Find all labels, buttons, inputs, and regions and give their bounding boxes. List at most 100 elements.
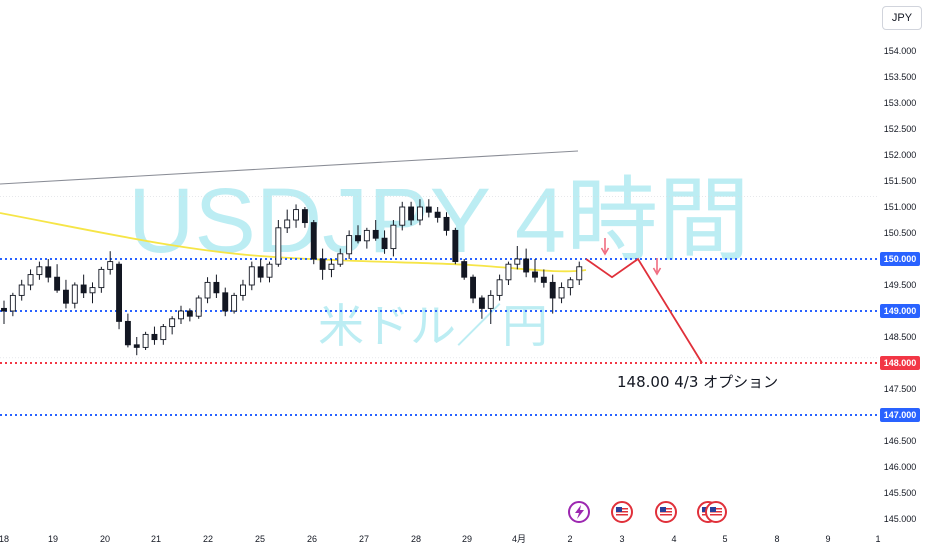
candle-body-down [257, 266, 264, 278]
candle-body-up [89, 287, 96, 294]
candle[interactable] [239, 279, 246, 301]
candle[interactable] [532, 259, 538, 283]
candle[interactable] [328, 259, 335, 278]
candle[interactable] [408, 201, 415, 226]
candle-body-up [169, 318, 176, 328]
time-tick-label: 22 [203, 534, 213, 544]
candle[interactable] [434, 207, 441, 223]
price-tick-label: 150.000 [884, 254, 917, 264]
candle[interactable] [248, 261, 255, 291]
candle[interactable] [417, 199, 423, 226]
candle-body-up [18, 284, 25, 296]
candle[interactable] [133, 337, 140, 356]
economic-events[interactable] [568, 501, 727, 523]
down-arrow-icon[interactable] [600, 238, 610, 256]
trend-line[interactable] [0, 150, 579, 185]
candle-body-down [408, 206, 415, 221]
candle[interactable] [89, 282, 96, 304]
candle[interactable] [204, 277, 211, 304]
plot-area[interactable] [0, 150, 878, 416]
candle[interactable] [257, 259, 264, 283]
candle[interactable] [116, 261, 123, 330]
price-tick-label: 145.000 [884, 514, 917, 524]
price-tick-label: 152.500 [884, 124, 917, 134]
candle[interactable] [319, 248, 326, 280]
candle[interactable] [186, 308, 193, 322]
candle[interactable] [27, 269, 34, 291]
candle[interactable] [107, 251, 114, 275]
candle[interactable] [124, 313, 131, 348]
candle[interactable] [372, 220, 379, 241]
candle-body-down [532, 271, 538, 278]
candle[interactable] [443, 212, 450, 236]
candle[interactable] [222, 287, 229, 317]
candle[interactable] [310, 220, 317, 265]
currency-button[interactable]: JPY [882, 6, 922, 30]
candle-body-down [1, 307, 7, 312]
candle[interactable] [45, 259, 52, 283]
candle-body-up [71, 284, 78, 304]
candle[interactable] [381, 230, 388, 254]
candle[interactable] [567, 277, 574, 296]
price-tick-label: 148.000 [884, 358, 917, 368]
candle[interactable] [487, 290, 494, 324]
candle[interactable] [478, 295, 485, 319]
candle[interactable] [213, 274, 220, 298]
candle[interactable] [54, 264, 61, 293]
candle[interactable] [151, 326, 158, 345]
price-tick-label: 148.500 [884, 332, 917, 342]
candle[interactable] [355, 225, 361, 244]
candle[interactable] [425, 199, 432, 218]
time-tick-label: 27 [359, 534, 369, 544]
candle[interactable] [275, 220, 282, 267]
time-tick-label: 20 [100, 534, 110, 544]
down-arrow-icon[interactable] [652, 258, 662, 276]
us-flag-icon[interactable] [611, 501, 633, 523]
candle[interactable] [505, 261, 512, 285]
price-axis[interactable]: 154.000 153.500 153.000 152.500 152.000 151.5… [880, 46, 920, 524]
candle[interactable] [1, 300, 7, 324]
candle[interactable] [80, 274, 87, 298]
candle[interactable] [160, 324, 167, 345]
candle[interactable] [346, 230, 353, 259]
candle[interactable] [293, 204, 299, 228]
candle[interactable] [496, 274, 503, 301]
candle[interactable] [461, 259, 468, 280]
price-tick-label: 150.500 [884, 228, 917, 238]
candle[interactable] [337, 248, 344, 267]
forecast-path[interactable] [585, 257, 703, 364]
candle[interactable] [363, 227, 370, 249]
candle[interactable] [18, 279, 25, 301]
candle[interactable] [9, 292, 16, 317]
candle[interactable] [36, 261, 43, 280]
candle[interactable] [231, 292, 238, 314]
candle[interactable] [390, 220, 397, 257]
candle[interactable] [63, 279, 69, 309]
candle[interactable] [399, 201, 406, 231]
candle[interactable] [195, 295, 202, 319]
candle[interactable] [178, 305, 184, 324]
candle-body-down [540, 276, 547, 283]
candle[interactable] [523, 248, 530, 278]
us-flag-icon[interactable] [655, 501, 677, 523]
candle[interactable] [98, 266, 105, 293]
candle[interactable] [558, 282, 565, 304]
us-flag-icon[interactable] [705, 501, 727, 523]
candle[interactable] [301, 207, 308, 228]
candle[interactable] [540, 269, 547, 288]
candle[interactable] [266, 261, 273, 283]
lightning-icon[interactable] [568, 501, 590, 523]
candle[interactable] [576, 261, 583, 285]
candle[interactable] [514, 246, 521, 270]
candle-body-up [98, 268, 105, 289]
candle[interactable] [284, 209, 291, 233]
candle[interactable] [549, 274, 556, 314]
price-label-bg [880, 304, 920, 318]
time-axis[interactable]: 18 19 20 21 22 25 26 27 28 29 4月 2 3 4 5 8 9 1 [0, 534, 881, 544]
candle[interactable] [71, 282, 78, 309]
candle[interactable] [452, 227, 459, 265]
candle[interactable] [470, 274, 476, 304]
candle[interactable] [142, 331, 149, 350]
candle[interactable] [169, 316, 176, 335]
